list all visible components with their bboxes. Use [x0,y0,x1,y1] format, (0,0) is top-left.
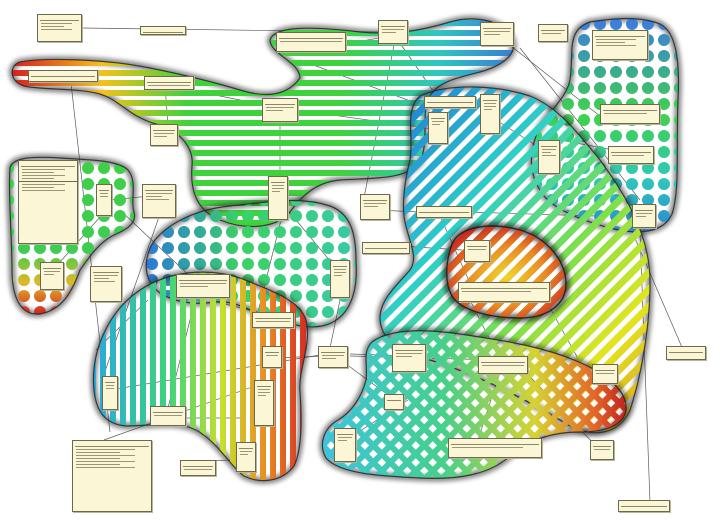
class-box[interactable] [666,346,706,360]
class-box[interactable] [362,242,410,254]
class-box[interactable] [276,32,346,52]
class-box[interactable] [254,380,274,426]
class-box[interactable] [448,438,542,458]
class-box[interactable] [236,442,256,472]
class-box[interactable] [416,206,472,218]
class-box[interactable] [176,274,230,298]
class-box[interactable] [392,344,426,372]
class-box[interactable] [90,266,122,302]
class-box[interactable] [142,184,176,218]
class-box[interactable] [590,440,614,460]
class-box[interactable] [334,428,356,462]
class-box[interactable] [360,194,390,220]
class-box[interactable] [262,98,298,122]
class-box[interactable] [538,24,568,42]
class-box[interactable] [96,184,112,216]
class-box[interactable] [102,376,118,410]
class-box[interactable] [478,356,528,374]
class-box[interactable] [600,104,660,124]
class-box[interactable] [538,140,560,174]
class-box[interactable] [18,160,78,244]
class-box[interactable] [424,96,476,108]
class-box[interactable] [28,70,98,82]
class-box[interactable] [378,20,408,44]
class-box[interactable] [464,240,490,262]
class-box[interactable] [480,22,514,46]
class-box[interactable] [592,30,648,60]
class-box[interactable] [40,262,64,290]
class-box[interactable] [458,282,550,302]
class-box[interactable] [144,76,194,90]
class-box[interactable] [592,364,618,384]
class-box[interactable] [150,124,178,146]
class-box[interactable] [608,146,654,164]
class-box[interactable] [428,112,448,144]
class-box[interactable] [480,94,500,134]
class-box[interactable] [252,312,294,328]
class-box[interactable] [180,460,216,476]
class-box[interactable] [632,204,656,228]
class-box[interactable] [384,394,404,410]
class-box[interactable] [140,26,186,35]
class-box[interactable] [37,14,82,42]
class-box[interactable] [268,176,288,220]
class-box[interactable] [330,260,350,298]
class-box[interactable] [618,500,670,512]
class-box[interactable] [150,406,186,426]
class-box[interactable] [72,440,152,512]
class-box[interactable] [318,346,348,368]
class-box[interactable] [262,346,282,368]
